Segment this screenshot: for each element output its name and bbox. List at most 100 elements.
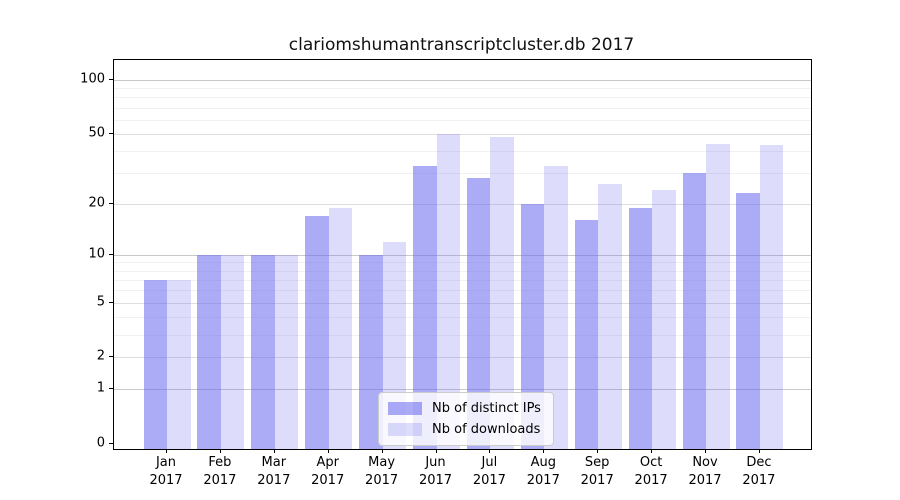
bar-downloads bbox=[706, 143, 730, 449]
legend-item-label: Nb of distinct IPs bbox=[432, 401, 541, 416]
minor-gridline bbox=[114, 279, 811, 281]
year-label: 2017 bbox=[472, 473, 506, 488]
chart-title: clariomshumantranscriptcluster.db 2017 bbox=[288, 35, 635, 55]
major-gridline bbox=[114, 254, 811, 256]
bar-distinct-ips bbox=[359, 254, 383, 449]
y-tick-mark bbox=[109, 388, 113, 390]
bar-downloads bbox=[759, 145, 784, 449]
y-tick-label: 20 bbox=[88, 195, 105, 211]
minor-gridline bbox=[114, 119, 811, 121]
x-tick-label: Dec 2017 bbox=[729, 454, 789, 490]
bar-downloads bbox=[490, 136, 514, 449]
minor-gridline bbox=[114, 97, 811, 99]
major-gridline bbox=[114, 203, 811, 205]
bar-distinct-ips bbox=[628, 207, 653, 449]
bar-downloads bbox=[598, 183, 622, 449]
x-tick-mark bbox=[381, 449, 383, 453]
bar-distinct-ips bbox=[251, 254, 275, 449]
month-label: Aug bbox=[530, 455, 556, 470]
bar-distinct-ips bbox=[682, 173, 706, 449]
y-tick-mark bbox=[109, 356, 113, 358]
x-tick-mark bbox=[758, 449, 760, 453]
x-tick-label: Apr 2017 bbox=[298, 454, 358, 490]
x-tick-label: Feb 2017 bbox=[190, 454, 250, 490]
year-label: 2017 bbox=[742, 473, 776, 488]
bar-distinct-ips bbox=[197, 254, 221, 449]
bar-distinct-ips bbox=[736, 193, 760, 449]
x-tick-mark bbox=[597, 449, 599, 453]
bar-downloads bbox=[436, 133, 460, 449]
y-tick-mark bbox=[109, 301, 113, 303]
x-tick-label: Nov 2017 bbox=[675, 454, 735, 490]
y-tick-label: 2 bbox=[96, 348, 105, 364]
y-tick-mark bbox=[109, 132, 113, 134]
month-label: Jul bbox=[481, 455, 498, 470]
x-tick-mark bbox=[651, 449, 653, 453]
x-tick-mark bbox=[543, 449, 545, 453]
legend-item: Nb of downloads bbox=[388, 419, 541, 440]
x-tick-mark bbox=[489, 449, 491, 453]
year-label: 2017 bbox=[634, 473, 668, 488]
minor-gridline bbox=[114, 317, 811, 318]
y-tick-mark bbox=[109, 202, 113, 204]
year-label: 2017 bbox=[580, 473, 614, 488]
x-tick-label: May 2017 bbox=[352, 454, 412, 490]
y-tick-label: 5 bbox=[96, 294, 105, 310]
month-label: Apr bbox=[316, 455, 339, 470]
x-tick-mark bbox=[705, 449, 706, 453]
year-label: 2017 bbox=[203, 473, 237, 488]
bar-downloads bbox=[274, 254, 299, 449]
minor-gridline bbox=[114, 173, 811, 175]
legend-swatch bbox=[388, 423, 422, 436]
x-tick-label: Aug 2017 bbox=[513, 454, 573, 490]
x-tick-label: Jul 2017 bbox=[459, 454, 519, 490]
y-tick-label: 1 bbox=[96, 380, 105, 396]
y-tick-mark bbox=[109, 253, 113, 255]
legend-item: Nb of distinct IPs bbox=[388, 398, 541, 419]
month-label: Sep bbox=[584, 455, 610, 470]
bar-downloads bbox=[167, 279, 191, 449]
bar-distinct-ips bbox=[574, 220, 599, 449]
year-label: 2017 bbox=[149, 473, 183, 488]
bar-distinct-ips bbox=[466, 178, 491, 449]
major-gridline bbox=[114, 133, 811, 135]
minor-gridline bbox=[114, 88, 811, 90]
year-label: 2017 bbox=[526, 473, 560, 488]
major-gridline bbox=[114, 79, 811, 81]
bar-distinct-ips bbox=[520, 203, 545, 449]
month-label: Dec bbox=[746, 455, 772, 470]
year-label: 2017 bbox=[311, 473, 345, 488]
legend-item-label: Nb of downloads bbox=[432, 422, 541, 437]
minor-gridline bbox=[114, 107, 811, 109]
month-label: Mar bbox=[261, 455, 287, 470]
x-tick-label: Jan 2017 bbox=[136, 454, 196, 490]
legend-swatch bbox=[388, 402, 422, 415]
x-tick-label: Sep 2017 bbox=[567, 454, 627, 490]
y-tick-label: 0 bbox=[96, 435, 105, 451]
x-tick-label: Jun 2017 bbox=[406, 454, 466, 490]
y-tick-label: 100 bbox=[80, 71, 105, 87]
year-label: 2017 bbox=[418, 473, 453, 488]
major-gridline bbox=[114, 389, 811, 391]
bar-distinct-ips bbox=[305, 215, 329, 449]
bar-downloads bbox=[652, 190, 676, 449]
x-tick-mark bbox=[327, 449, 329, 453]
month-label: Nov bbox=[692, 455, 718, 470]
x-tick-mark bbox=[219, 449, 221, 453]
bar-downloads bbox=[544, 165, 568, 449]
month-label: Oct bbox=[639, 455, 663, 470]
month-label: Jun bbox=[425, 455, 446, 470]
minor-gridline bbox=[114, 262, 811, 264]
y-tick-label: 50 bbox=[88, 125, 105, 141]
minor-gridline bbox=[114, 290, 811, 292]
minor-gridline bbox=[114, 334, 811, 336]
y-tick-label: 10 bbox=[88, 246, 105, 262]
major-gridline bbox=[114, 357, 811, 359]
legend: Nb of distinct IPs Nb of downloads bbox=[378, 392, 554, 446]
x-tick-mark bbox=[273, 449, 275, 453]
bar-distinct-ips bbox=[143, 279, 167, 449]
month-label: Feb bbox=[208, 455, 232, 470]
bar-downloads bbox=[220, 254, 245, 449]
month-label: Jan bbox=[155, 455, 177, 470]
